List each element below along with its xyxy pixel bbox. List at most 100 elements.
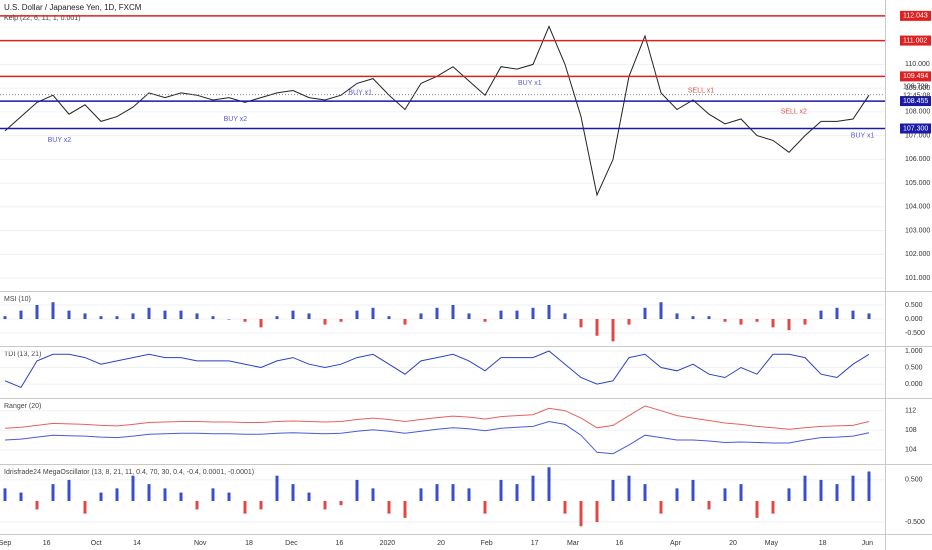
y-tick-label: 104.000	[905, 204, 930, 211]
histogram-bar	[835, 484, 839, 501]
histogram-bar	[67, 310, 71, 319]
histogram-bar	[435, 307, 439, 319]
histogram-bar	[787, 488, 791, 501]
histogram-bar	[227, 492, 231, 501]
histogram-bar	[579, 319, 583, 328]
histogram-bar	[115, 488, 119, 501]
histogram-bar	[515, 310, 519, 319]
histogram-bar	[163, 488, 167, 501]
x-tick-label: May	[765, 540, 779, 547]
histogram-bar	[771, 500, 775, 514]
x-tick-label: 20	[729, 540, 737, 547]
x-tick-label: 18	[245, 540, 253, 547]
histogram-bar	[419, 488, 423, 501]
chart-title: U.S. Dollar / Japanese Yen, 1D, FXCM	[4, 3, 142, 12]
x-tick-label: Nov	[194, 540, 207, 547]
histogram-bar	[147, 307, 151, 319]
histogram-bar	[595, 319, 599, 336]
histogram-bar	[259, 500, 263, 510]
level-label: 107.300	[903, 125, 928, 132]
signal-label: SELL x2	[781, 109, 807, 116]
histogram-bar	[339, 500, 343, 506]
histogram-bar	[627, 319, 631, 325]
indicator-title: MSI (10)	[4, 296, 31, 303]
histogram-bar	[275, 475, 279, 501]
histogram-bar	[675, 488, 679, 501]
histogram-bar	[387, 500, 391, 514]
x-tick-label: 16	[43, 540, 51, 547]
x-tick-label: 20	[437, 540, 445, 547]
indicator-title: Ranger (20)	[4, 403, 41, 410]
indicator-title: Idrisfrade24 MegaOscillator (13, 8, 21, …	[4, 469, 254, 476]
x-tick-label: Mar	[567, 540, 580, 547]
histogram-bar	[35, 500, 39, 510]
histogram-bar	[3, 316, 7, 319]
histogram-bar	[3, 488, 7, 501]
histogram-bar	[563, 500, 567, 514]
histogram-bar	[851, 475, 855, 501]
histogram-bar	[211, 488, 215, 501]
histogram-bar	[163, 310, 167, 319]
histogram-bar	[307, 492, 311, 501]
level-badge	[900, 35, 931, 46]
histogram-bar	[531, 475, 535, 501]
histogram-bar	[819, 310, 823, 319]
histogram-bar	[435, 484, 439, 501]
y-tick-label: 101.000	[905, 275, 930, 282]
histogram-bar	[99, 316, 103, 319]
histogram-bar	[755, 319, 759, 322]
histogram-bar	[195, 313, 199, 319]
level-badge	[900, 123, 931, 134]
histogram-bar	[371, 488, 375, 501]
x-tick-label: Dec	[285, 540, 298, 547]
histogram-bar	[531, 307, 535, 319]
histogram-bar	[739, 319, 743, 325]
level-badge	[900, 10, 931, 21]
histogram-bar	[211, 316, 215, 319]
level-badge	[900, 71, 931, 82]
histogram-bar	[659, 500, 663, 514]
histogram-bar	[259, 319, 263, 328]
x-tick-label: Oct	[91, 540, 102, 547]
histogram-bar	[867, 313, 871, 319]
histogram-bar	[371, 307, 375, 319]
x-tick-label: 14	[133, 540, 141, 547]
histogram-bar	[547, 305, 551, 319]
histogram-bar	[483, 500, 487, 514]
level-label: 112.043	[903, 13, 928, 20]
histogram-bar	[723, 488, 727, 501]
histogram-bar	[99, 492, 103, 501]
signal-label: SELL x1	[688, 87, 714, 94]
histogram-bar	[419, 313, 423, 319]
y-tick-label: 0.000	[905, 316, 923, 323]
histogram-bar	[659, 302, 663, 319]
histogram-bar	[403, 319, 407, 325]
countdown-label: 12:45:08	[903, 92, 930, 99]
level-label: 111.002	[903, 37, 927, 44]
histogram-bar	[787, 319, 791, 331]
y-tick-label: -0.500	[905, 330, 925, 337]
y-tick-label: 105.000	[905, 180, 930, 187]
histogram-bar	[643, 307, 647, 319]
indicator-title: TDI (13, 21)	[4, 351, 41, 358]
x-tick-label: Feb	[481, 540, 493, 547]
histogram-bar	[771, 319, 775, 328]
histogram-bar	[355, 479, 359, 501]
histogram-bar	[723, 319, 727, 322]
x-tick-label: 16	[616, 540, 624, 547]
histogram-bar	[499, 479, 503, 501]
histogram-bar	[83, 313, 87, 319]
histogram-bar	[243, 500, 247, 514]
histogram-bar	[35, 305, 39, 319]
y-tick-label: 103.000	[905, 227, 930, 234]
y-tick-label: 112	[905, 408, 916, 415]
signal-label: BUY x1	[348, 90, 372, 97]
histogram-bar	[467, 488, 471, 501]
x-tick-label: Apr	[670, 540, 682, 547]
y-tick-label: 0.500	[905, 364, 923, 371]
histogram-bar	[563, 313, 567, 319]
x-tick-label: Sep	[0, 540, 11, 547]
histogram-bar	[275, 316, 279, 319]
histogram-bar	[323, 500, 327, 510]
